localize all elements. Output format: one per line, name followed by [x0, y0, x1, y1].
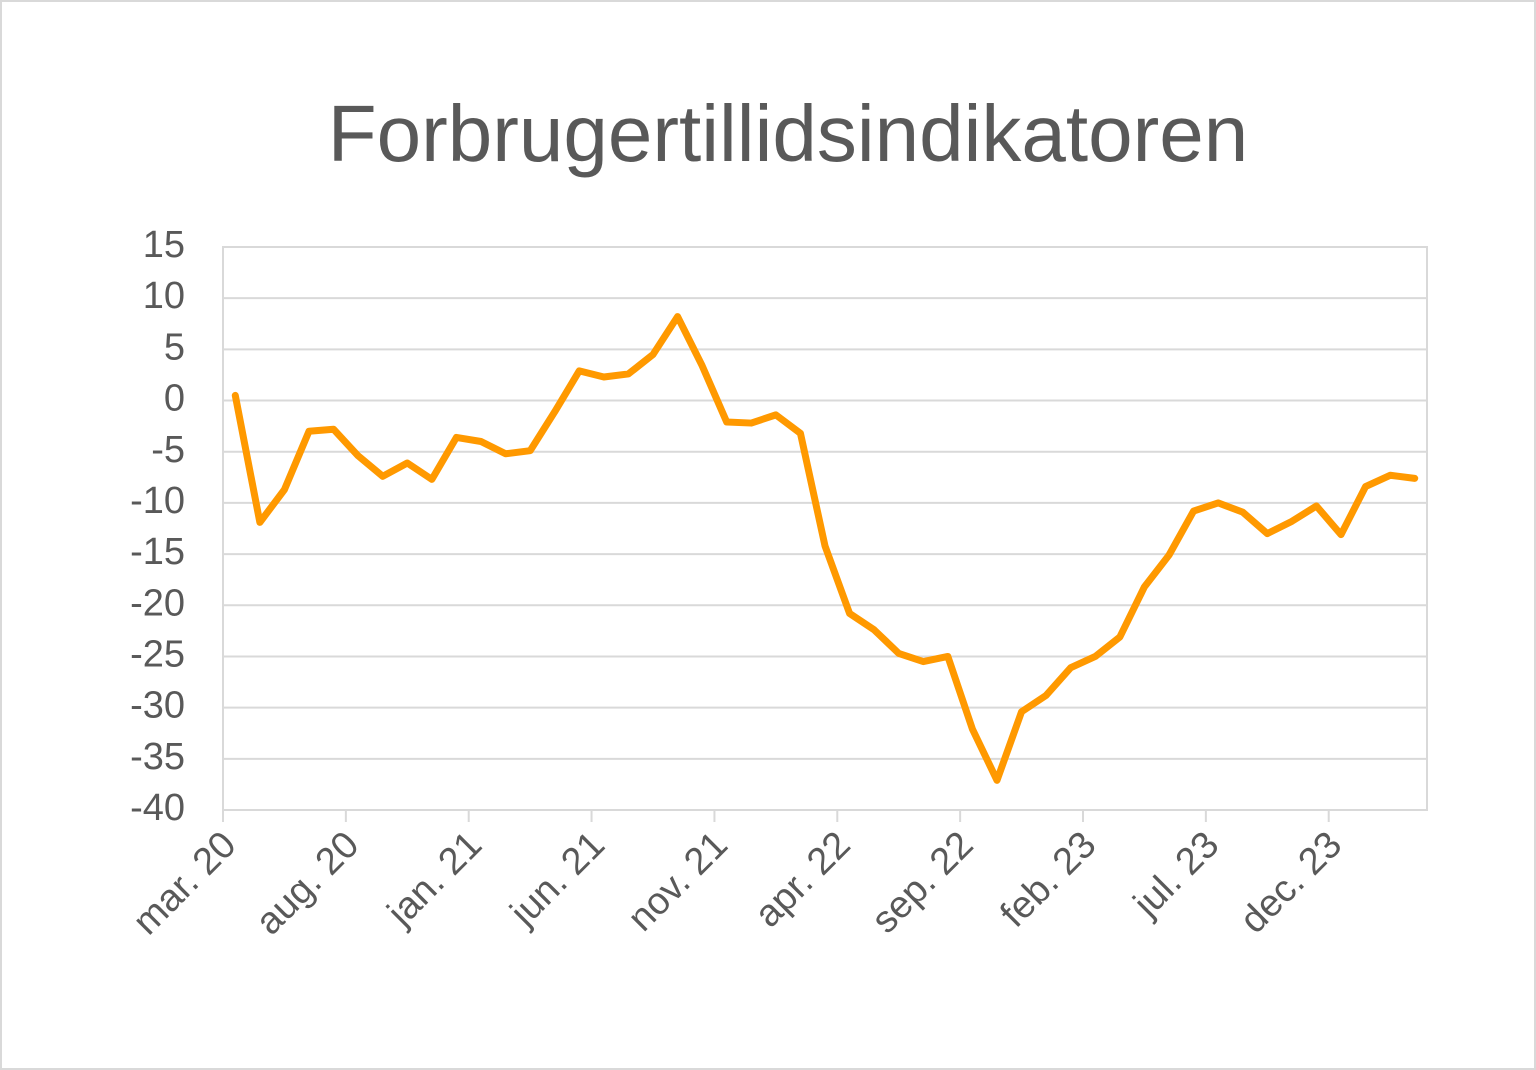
data-line: [231, 313, 1419, 784]
chart-title: Forbrugertillidsindikatoren: [328, 89, 1248, 178]
y-tick-label: -10: [130, 480, 185, 522]
y-tick-label: -20: [130, 582, 185, 624]
y-tick-label: -25: [130, 633, 185, 675]
y-tick-label: -40: [130, 787, 185, 829]
y-tick-label: 5: [164, 326, 185, 368]
y-tick-label: -5: [151, 429, 185, 471]
y-tick-label: 10: [143, 275, 185, 317]
y-tick-label: 0: [164, 378, 185, 420]
plot-border: [222, 246, 1428, 811]
y-tick-label: -15: [130, 531, 185, 573]
y-tick-label: -35: [130, 736, 185, 778]
y-tick-label: -30: [130, 685, 185, 727]
y-tick-label: 15: [143, 224, 185, 266]
